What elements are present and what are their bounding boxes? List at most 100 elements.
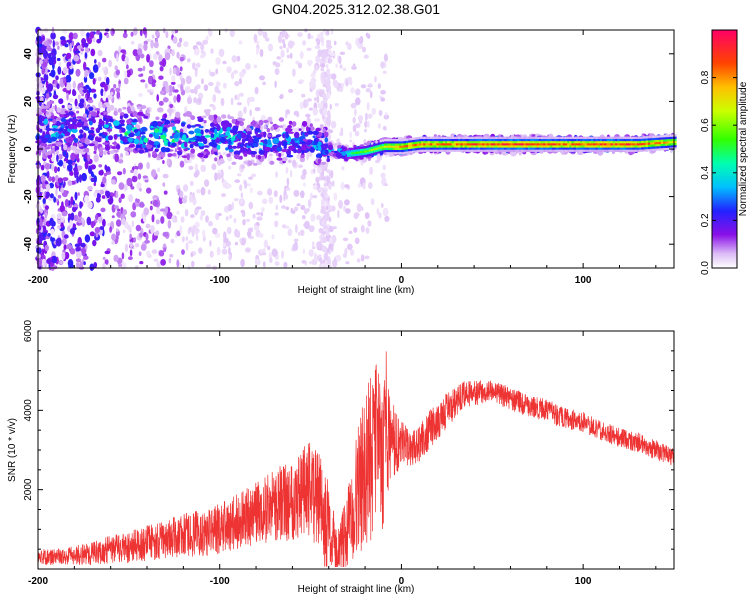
spectrogram-cell — [155, 30, 160, 37]
spectrogram-cell — [652, 135, 655, 139]
spectrogram-cell — [370, 152, 374, 156]
spectrogram-cell — [231, 145, 238, 149]
spectrogram-cell — [234, 154, 240, 160]
spectrogram-cell — [351, 152, 354, 155]
spectrogram-cell — [647, 148, 651, 152]
spectrogram-cell — [190, 252, 194, 258]
spectrogram-cell — [64, 251, 70, 260]
spectrogram-cell — [403, 151, 407, 154]
spectrogram-cell — [248, 96, 255, 103]
spectrogram-cell — [60, 222, 64, 228]
spectrogram-cell — [286, 47, 289, 54]
spectrogram-cell — [665, 136, 668, 140]
spectrogram-cell — [388, 145, 391, 148]
spectrogram-cell — [66, 147, 71, 152]
spectrogram-cell — [193, 48, 200, 56]
spectrogram-cell — [447, 136, 450, 139]
spectrogram-cell — [211, 163, 217, 171]
spectrogram-cell — [298, 164, 303, 169]
spectrogram-cell — [453, 149, 457, 152]
spectrogram-cell — [534, 147, 537, 150]
spectrogram-cell — [584, 147, 588, 150]
spectrogram-cell — [274, 220, 279, 228]
spectrogram-cell — [499, 147, 503, 150]
spectrogram-cell — [70, 212, 75, 221]
spectrogram-cell — [270, 126, 275, 131]
spectrogram-cell — [471, 136, 474, 139]
spectrogram-cell — [108, 59, 112, 68]
spectrogram-cell — [208, 82, 214, 86]
spectrogram-cell — [606, 145, 609, 148]
spectrogram-cell — [59, 260, 63, 265]
spectrogram-cell — [181, 155, 189, 159]
spectrogram-cell — [639, 136, 642, 139]
spectrogram-cell — [149, 60, 154, 68]
spectrogram-cell — [656, 148, 660, 151]
spectrogram-cell — [51, 128, 58, 132]
spectrogram-cell — [674, 134, 677, 137]
spectrogram-cell — [536, 140, 540, 144]
spectrogram-cell — [44, 261, 48, 266]
spectrogram-cell — [152, 199, 159, 207]
spectrogram-cell — [623, 138, 627, 142]
spectrogram-cell — [324, 254, 328, 259]
spectrogram-cell — [243, 180, 248, 189]
spectrogram-cell — [51, 176, 55, 183]
spectrogram-cell — [40, 142, 46, 147]
spectrogram-cell — [623, 140, 627, 144]
spectrogram-cell — [151, 214, 155, 223]
spectrogram-cell — [291, 121, 297, 127]
spectrogram-cell — [558, 136, 561, 139]
spectrogram-cell — [503, 140, 507, 144]
spectrogram-cell — [201, 115, 207, 119]
spectrogram-cell — [321, 236, 327, 244]
spectrogram-cell — [137, 111, 144, 116]
spectrogram-cell — [432, 143, 435, 146]
spectrogram-cell — [397, 149, 400, 153]
spectrogram-cell — [351, 156, 354, 159]
spectrogram-cell — [617, 149, 620, 152]
spectrogram-cell — [297, 231, 301, 236]
spectrogram-cell — [268, 196, 274, 204]
spectrogram-cell — [44, 146, 51, 150]
spectrogram-cell — [146, 250, 151, 258]
spectrogram-cell — [144, 239, 151, 244]
spectrogram-cell — [168, 84, 173, 94]
spectrogram-cell — [519, 143, 522, 146]
spectrogram-cell — [308, 249, 314, 257]
spectrogram-cell — [349, 77, 353, 86]
spectrogram-cell — [503, 145, 507, 148]
spectrogram-cell — [667, 147, 671, 150]
spectrogram-cell — [484, 147, 487, 150]
spectrogram-cell — [176, 259, 180, 268]
spectrogram-cell — [591, 143, 594, 146]
spectrogram-cell — [416, 137, 420, 140]
spectrogram-cell — [517, 138, 520, 142]
spectrogram-cell — [86, 216, 92, 226]
spectrogram-cell — [148, 133, 153, 138]
spectrogram-cell — [523, 136, 527, 139]
spectrogram-cell — [379, 150, 383, 154]
spectrogram-cell — [486, 149, 490, 152]
spectrogram-cell — [51, 163, 55, 172]
spectrogram-cell — [198, 125, 204, 129]
spectrogram-cell — [316, 38, 321, 46]
spectrogram-cell — [72, 32, 78, 40]
spectrogram-cell — [57, 45, 60, 50]
spectrogram-cell — [299, 156, 306, 163]
spectrogram-cell — [276, 56, 282, 60]
spectrogram-cell — [364, 255, 370, 260]
spectrogram-cell — [226, 226, 232, 235]
spectrogram-cell — [124, 147, 130, 152]
spectrogram-cell — [283, 193, 286, 202]
spectrogram-cell — [181, 134, 187, 141]
spectrogram-cell — [669, 136, 673, 140]
spectrogram-cell — [471, 145, 474, 148]
spectrogram-cell — [367, 113, 373, 119]
spectrogram-cell — [120, 49, 127, 54]
spectrogram-cell — [133, 27, 138, 36]
spectrogram-cell — [647, 144, 651, 147]
spectrogram-cell — [352, 63, 356, 70]
spectrogram-cell — [639, 147, 642, 150]
spectrogram-cell — [116, 228, 119, 232]
